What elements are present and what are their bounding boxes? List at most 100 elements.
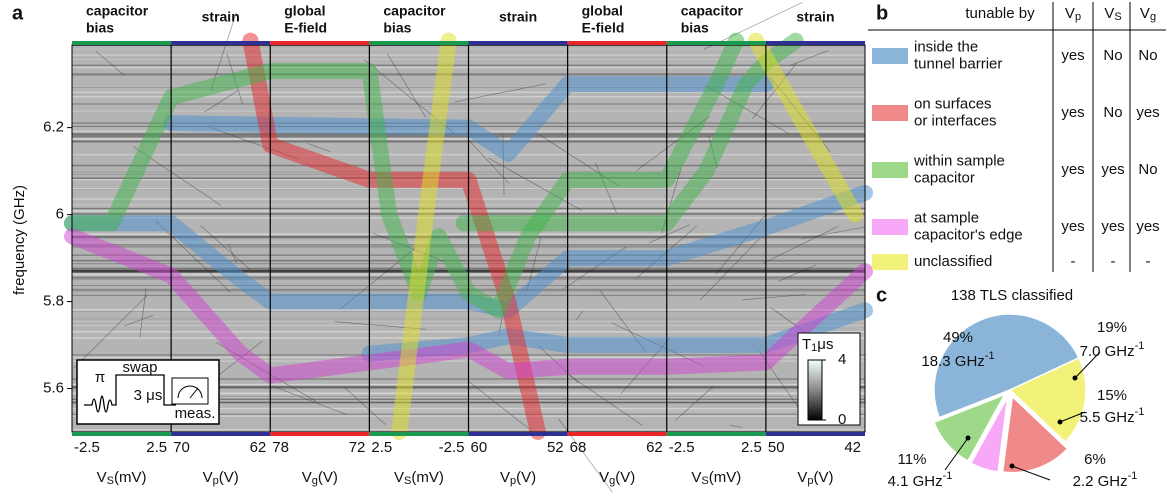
colorbar-label-part: μs: [817, 336, 833, 353]
panel-letter: b: [876, 2, 888, 24]
slice-percent: 6%: [1084, 451, 1106, 468]
table-cell: yes: [1101, 218, 1124, 235]
x-axis-label-part: (mV): [411, 469, 444, 486]
x-axis-label-part: V: [302, 469, 312, 486]
segment-title: bias: [383, 20, 411, 36]
x-axis-label-part: p: [807, 475, 813, 487]
x-axis-label-part: V: [394, 469, 404, 486]
texture-line: [488, 157, 582, 211]
row-label: at sample: [914, 209, 979, 226]
segment-title: strain: [499, 9, 537, 25]
row-label: or interfaces: [914, 112, 997, 129]
x-axis-label-part: V: [97, 469, 107, 486]
segment-bar-bottom: [72, 432, 172, 436]
x-tick-label: 70: [173, 439, 190, 456]
segment-bar-bottom: [567, 432, 667, 436]
row-label: within sample: [913, 152, 1005, 169]
texture-line: [674, 385, 714, 421]
texture-line: [763, 226, 839, 264]
texture-line: [307, 143, 331, 153]
segment-title: E-field: [582, 20, 625, 36]
table-column-header-part: p: [1075, 11, 1081, 23]
colorbar-label-part: T: [802, 336, 811, 353]
inset-text: swap: [122, 359, 157, 376]
x-axis-label: Vg(V): [599, 469, 635, 487]
texture-line: [155, 220, 231, 293]
slice-rate-part: -1: [1135, 340, 1145, 352]
x-axis-label-part: g: [312, 475, 318, 487]
texture-line: [467, 139, 510, 184]
x-axis-label-part: (V): [516, 469, 536, 486]
tls-trace: [242, 32, 546, 440]
table-cell: No: [1138, 161, 1157, 178]
table-column-header-part: V: [1104, 5, 1114, 22]
inset-text: 3 μs: [134, 387, 163, 404]
table-cell: No: [1138, 47, 1157, 64]
texture-line: [454, 83, 546, 103]
x-tick-label: 72: [349, 439, 366, 456]
texture-line: [779, 264, 817, 282]
table-column-header-part: g: [1150, 11, 1156, 23]
table-cell: yes: [1101, 161, 1124, 178]
table-column-header-part: V: [1065, 5, 1075, 22]
panel-letter: a: [12, 2, 24, 24]
texture-line: [343, 386, 386, 425]
slice-rate-part: 7.0 GHz: [1080, 343, 1135, 360]
slice-rate: 7.0 GHz-1: [1080, 340, 1145, 360]
x-tick-label: 42: [844, 439, 861, 456]
inset-text: π: [95, 369, 105, 386]
x-tick-label: -2.5: [439, 439, 465, 456]
slice-rate: 4.1 GHz-1: [888, 470, 953, 490]
x-tick-label: 62: [646, 439, 663, 456]
x-axis-label-part: S: [404, 475, 411, 487]
slice-rate-part: -1: [985, 350, 995, 362]
slice-rate-part: 5.5 GHz: [1080, 409, 1135, 426]
x-axis-label-part: (mV): [709, 469, 742, 486]
segment-bar-top: [765, 41, 865, 45]
x-axis-label-part: S: [701, 475, 708, 487]
texture-line: [595, 162, 617, 214]
y-axis-label: frequency (GHz): [11, 185, 28, 295]
x-axis-label: Vp(V): [797, 469, 833, 487]
table-header: tunable by: [965, 5, 1035, 22]
slice-rate: 18.3 GHz-1: [921, 350, 994, 370]
x-axis-label: Vg(V): [302, 469, 338, 487]
slice-percent: 15%: [1097, 387, 1127, 404]
x-axis-label-part: V: [203, 469, 213, 486]
colorbar-tick-label: 0: [838, 411, 846, 428]
table-cell: yes: [1061, 218, 1084, 235]
segment-title: global: [582, 3, 623, 19]
table-column-header: Vp: [1065, 5, 1081, 23]
x-axis-label-part: V: [599, 469, 609, 486]
x-axis-label-part: (V): [318, 469, 338, 486]
segment-bar-top: [369, 41, 469, 45]
segment-title: E-field: [284, 20, 327, 36]
row-label: unclassified: [914, 253, 992, 270]
segment-title: capacitor: [86, 3, 149, 19]
texture-line: [95, 50, 125, 76]
slice-rate-part: -1: [1128, 470, 1138, 482]
texture-line: [699, 236, 762, 301]
segment-bar-top: [72, 41, 172, 45]
texture-line: [123, 314, 154, 327]
slice-rate: 5.5 GHz-1: [1080, 406, 1145, 426]
legend-swatch: [872, 48, 908, 64]
table-cell: yes: [1061, 47, 1084, 64]
table-cell: yes: [1136, 218, 1159, 235]
panel-letter: c: [876, 284, 887, 306]
row-label: inside the: [914, 38, 978, 55]
segment-title: bias: [681, 20, 709, 36]
row-label: on surfaces: [914, 95, 992, 112]
pie-slice: [1001, 395, 1069, 474]
x-tick-label: 50: [768, 439, 785, 456]
x-tick-label: 60: [471, 439, 488, 456]
segment-bar-bottom: [666, 432, 766, 436]
x-tick-label: 68: [570, 439, 587, 456]
table-cell: yes: [1061, 161, 1084, 178]
x-axis-label: VS(mV): [97, 469, 147, 487]
texture-line: [575, 311, 584, 321]
x-axis-label: Vp(V): [500, 469, 536, 487]
row-label: tunnel barrier: [914, 55, 1002, 72]
slice-rate-part: 18.3 GHz: [921, 353, 984, 370]
